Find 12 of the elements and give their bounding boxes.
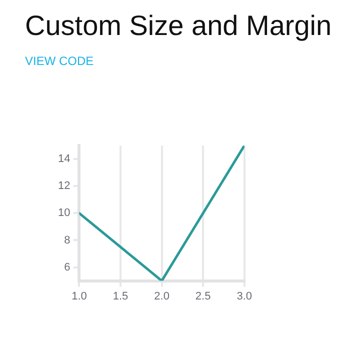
y-tick-label: 6	[64, 261, 70, 274]
x-tick-label: 2.0	[154, 290, 170, 302]
chart-title: Custom Size and Margin	[25, 10, 333, 42]
y-tick-label: 8	[64, 234, 70, 246]
text: VIEW CODE	[25, 54, 95, 68]
x-tick-label: 2.5	[195, 290, 211, 302]
x-tick-label: 1.5	[112, 290, 128, 302]
x-tick-label: 3.0	[236, 290, 252, 302]
y-tick-label: 12	[58, 180, 70, 192]
y-tick-label: 10	[58, 207, 70, 220]
x-tick-label: 1.0	[72, 290, 87, 302]
y-tick-label: 14	[58, 153, 70, 166]
